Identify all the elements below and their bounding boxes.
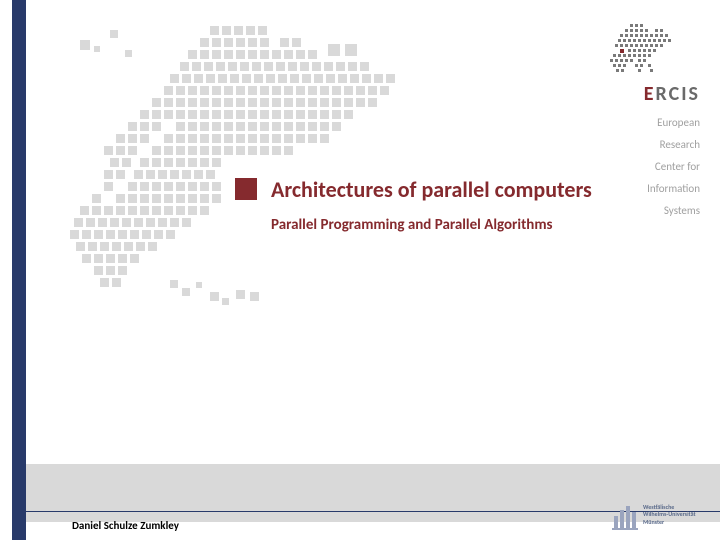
title-bullet-icon [235,178,257,200]
ercis-logo-e: E [644,82,656,106]
left-accent-bar [12,0,26,540]
ercis-logo-rcis: RCIS [656,82,700,106]
ercis-logo-map-icon [610,20,700,80]
slide-title: Architectures of parallel computers [271,176,592,203]
uni-line: Münster [643,519,696,526]
university-castle-icon [612,500,638,530]
ercis-sub-line: Systems [570,200,700,222]
ercis-sub-line: Center for [570,156,700,178]
slide-subtitle: Parallel Programming and Parallel Algori… [271,216,553,234]
university-name: Westfälische Wilhelms-Universität Münste… [643,504,696,526]
ercis-sub-line: Information [570,178,700,200]
ercis-logo-text: ERCIS [570,82,700,106]
ercis-logo: ERCIS European Research Center for Infor… [570,20,700,222]
ercis-sub-line: European [570,112,700,134]
ercis-sub-line: Research [570,134,700,156]
university-logo: Westfälische Wilhelms-Universität Münste… [612,496,702,534]
ercis-logo-subtitle: European Research Center for Information… [570,112,700,222]
author-name: Daniel Schulze Zumkley [72,519,179,532]
